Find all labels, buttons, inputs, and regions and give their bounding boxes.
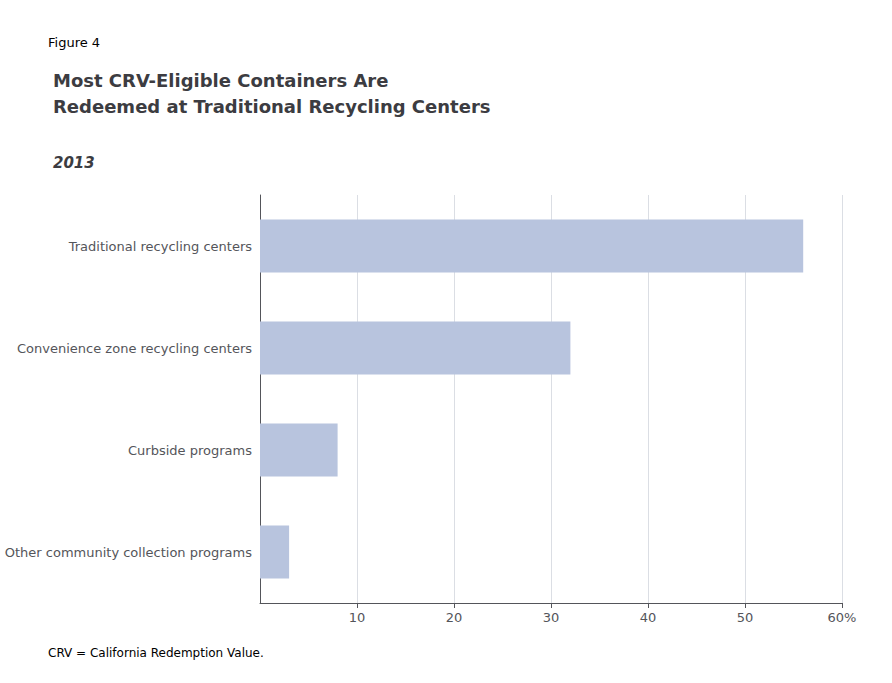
svg-text:60%: 60% xyxy=(828,610,857,625)
svg-text:Redeemed at Traditional Recycl: Redeemed at Traditional Recycling Center… xyxy=(53,96,491,117)
svg-text:CRV = California Redemption Va: CRV = California Redemption Value. xyxy=(48,646,264,660)
svg-text:Traditional recycling centers: Traditional recycling centers xyxy=(68,239,253,254)
svg-text:20: 20 xyxy=(446,610,463,625)
svg-text:40: 40 xyxy=(640,610,657,625)
svg-text:30: 30 xyxy=(543,610,560,625)
svg-text:Curbside programs: Curbside programs xyxy=(128,443,252,458)
svg-text:Convenience zone recycling cen: Convenience zone recycling centers xyxy=(17,341,252,356)
svg-text:10: 10 xyxy=(349,610,366,625)
svg-text:2013: 2013 xyxy=(53,154,95,172)
svg-text:Other community collection pro: Other community collection programs xyxy=(5,545,252,560)
svg-text:50: 50 xyxy=(737,610,754,625)
svg-text:Figure 4: Figure 4 xyxy=(48,35,100,50)
svg-text:Most CRV-Eligible Containers A: Most CRV-Eligible Containers Are xyxy=(53,70,388,91)
